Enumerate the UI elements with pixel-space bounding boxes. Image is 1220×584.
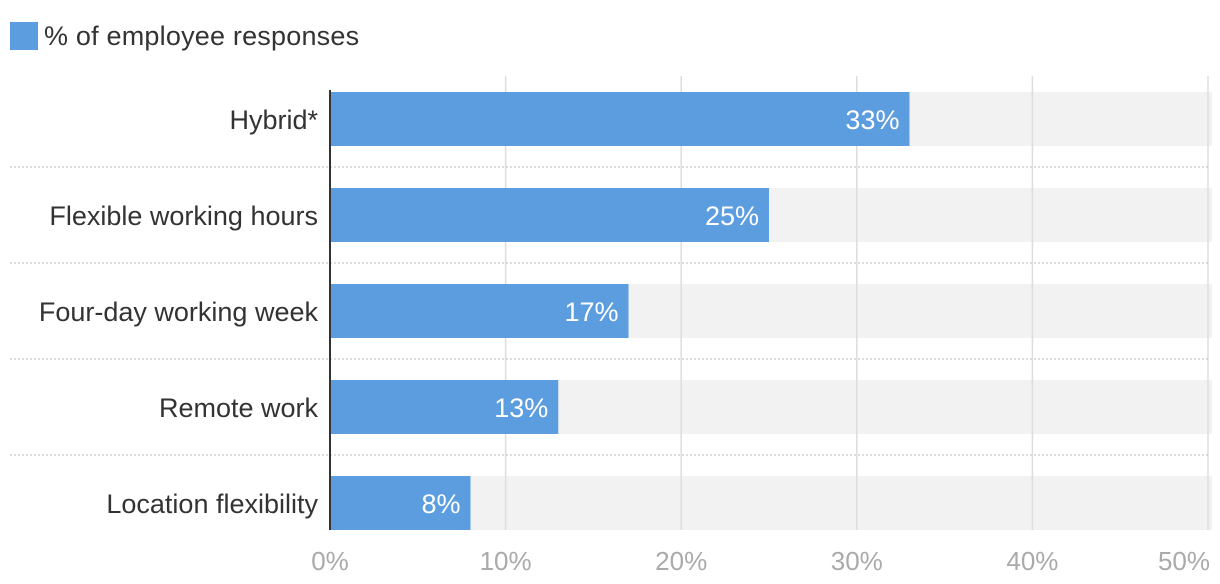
bar bbox=[330, 188, 769, 242]
category-label: Remote work bbox=[159, 393, 319, 423]
x-tick-label: 50% bbox=[1158, 546, 1210, 576]
x-tick-label: 20% bbox=[655, 546, 707, 576]
category-label: Location flexibility bbox=[106, 489, 318, 519]
x-tick-label: 0% bbox=[311, 546, 349, 576]
value-label: 33% bbox=[845, 105, 899, 135]
bar-track bbox=[330, 476, 1212, 530]
x-tick-label: 40% bbox=[1006, 546, 1058, 576]
value-label: 25% bbox=[705, 201, 759, 231]
bar bbox=[330, 284, 629, 338]
legend-label: % of employee responses bbox=[44, 20, 360, 51]
x-tick-label: 10% bbox=[480, 546, 532, 576]
category-label: Hybrid* bbox=[229, 105, 318, 135]
legend: % of employee responses bbox=[10, 20, 359, 52]
bar bbox=[330, 92, 910, 146]
value-label: 13% bbox=[494, 393, 548, 423]
category-label: Flexible working hours bbox=[49, 201, 318, 231]
category-label: Four-day working week bbox=[39, 297, 319, 327]
bar bbox=[330, 476, 471, 530]
legend-swatch bbox=[10, 22, 38, 50]
value-label: 17% bbox=[564, 297, 618, 327]
value-label: 8% bbox=[421, 489, 460, 519]
x-tick-label: 30% bbox=[831, 546, 883, 576]
bar bbox=[330, 380, 559, 434]
